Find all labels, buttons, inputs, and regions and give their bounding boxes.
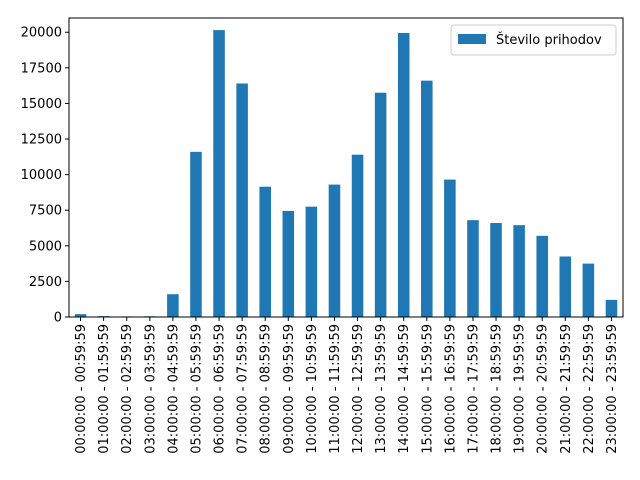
bar-8: [259, 186, 271, 317]
bar-0: [74, 314, 87, 317]
y-axis: 0 2500 5000 7500 10000 12500 15000 17500 20000: [21, 26, 69, 326]
y-tick-label-5: 12500: [21, 133, 62, 148]
y-tick-label-0: 0: [54, 311, 62, 326]
x-tick-label-16: 16:00:00 - 16:59:59: [443, 324, 458, 454]
x-tick-label-6: 06:00:00 - 06:59:59: [213, 324, 228, 454]
x-tick-label-19: 19:00:00 - 19:59:59: [513, 324, 528, 454]
bar-13: [374, 92, 387, 317]
bar-15: [421, 80, 433, 318]
bar-19: [513, 225, 525, 317]
x-tick-label-15: 15:00:00 - 15:59:59: [420, 324, 435, 454]
y-tick-label-7: 17500: [21, 61, 62, 76]
x-tick-label-1: 01:00:00 - 01:59:59: [97, 324, 112, 454]
x-tick-label-11: 11:00:00 - 11:59:59: [328, 324, 343, 454]
bar-11: [328, 184, 341, 317]
x-tick-label-21: 21:00:00 - 21:59:59: [559, 324, 574, 454]
bar-20: [536, 235, 548, 317]
bar-14: [397, 32, 410, 317]
x-tick-label-5: 05:00:00 - 05:59:59: [189, 324, 204, 454]
bar-5: [190, 151, 202, 317]
x-tick-label-22: 22:00:00 - 22:59:59: [582, 324, 597, 454]
legend-box: [450, 24, 617, 56]
plot-area-frame: [68, 17, 624, 318]
bar-18: [490, 223, 502, 317]
x-tick-label-23: 23:00:00 - 23:59:59: [605, 324, 620, 454]
y-tick-label-4: 10000: [21, 168, 62, 183]
y-tick-label-1: 2500: [29, 275, 62, 290]
legend-label: Število prihodov: [496, 32, 602, 48]
x-tick-label-20: 20:00:00 - 20:59:59: [536, 324, 551, 454]
bar-16: [444, 179, 456, 317]
x-tick-label-13: 13:00:00 - 13:59:59: [374, 324, 389, 454]
bar-6: [213, 30, 225, 317]
x-tick-label-17: 17:00:00 - 17:59:59: [466, 324, 481, 454]
x-axis: 00:00:00 - 00:59:59 01:00:00 - 01:59:59 02…: [74, 317, 620, 454]
x-tick-label-4: 04:00:00 - 04:59:59: [166, 324, 181, 454]
bar-7: [236, 83, 248, 317]
bar-23: [605, 299, 618, 317]
x-tick-label-2: 02:00:00 - 02:59:59: [120, 324, 135, 454]
x-tick-label-8: 08:00:00 - 08:59:59: [259, 324, 274, 454]
bar-12: [351, 154, 364, 317]
y-tick-label-8: 20000: [21, 26, 62, 41]
bar-21: [559, 256, 572, 317]
bar-10: [305, 206, 318, 317]
legend-swatch: [458, 34, 486, 44]
y-tick-label-6: 15000: [21, 97, 62, 112]
bar-9: [282, 210, 295, 317]
x-tick-label-18: 18:00:00 - 18:59:59: [490, 324, 505, 454]
x-tick-label-12: 12:00:00 - 12:59:59: [351, 324, 366, 454]
bar-17: [467, 220, 479, 317]
y-tick-label-3: 7500: [29, 204, 62, 219]
bar-22: [582, 263, 595, 317]
legend: Število prihodov: [450, 24, 617, 56]
x-tick-label-0: 00:00:00 - 00:59:59: [74, 324, 89, 454]
x-tick-label-10: 10:00:00 - 10:59:59: [305, 324, 320, 454]
x-tick-label-7: 07:00:00 - 07:59:59: [236, 324, 251, 454]
x-tick-label-14: 14:00:00 - 14:59:59: [397, 324, 412, 454]
x-tick-label-3: 03:00:00 - 03:59:59: [143, 324, 158, 454]
bars-group: [74, 30, 618, 318]
bar-4: [167, 294, 179, 317]
y-tick-label-2: 5000: [29, 239, 62, 254]
x-tick-label-9: 09:00:00 - 09:59:59: [282, 324, 297, 454]
